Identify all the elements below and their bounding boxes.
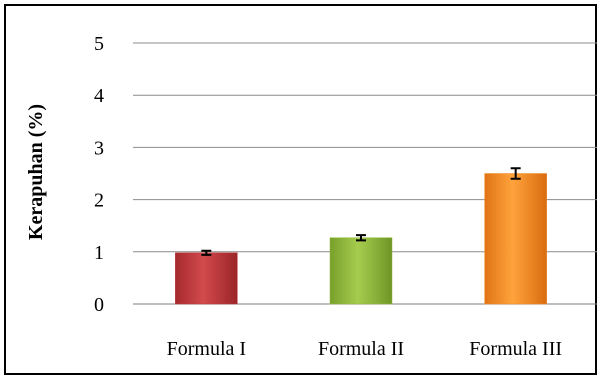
y-tick-label: 3 — [94, 137, 104, 159]
x-category-label: Formula III — [469, 338, 562, 360]
bar-2 — [329, 237, 393, 305]
y-tick-label: 2 — [94, 190, 104, 212]
bar-1 — [175, 252, 238, 305]
y-tick-label: 0 — [94, 294, 104, 316]
x-category-label: Formula I — [167, 338, 246, 360]
y-tick-label: 5 — [94, 33, 104, 55]
y-axis-label: Kerapuhan (%) — [25, 104, 47, 240]
y-tick-label: 1 — [94, 242, 104, 264]
error-bar-2 — [356, 234, 366, 242]
error-bar-1 — [201, 249, 212, 256]
y-tick-label: 4 — [94, 85, 104, 107]
bar-3 — [484, 173, 547, 305]
x-category-label: Formula II — [318, 338, 404, 360]
error-bar-3 — [510, 167, 521, 180]
